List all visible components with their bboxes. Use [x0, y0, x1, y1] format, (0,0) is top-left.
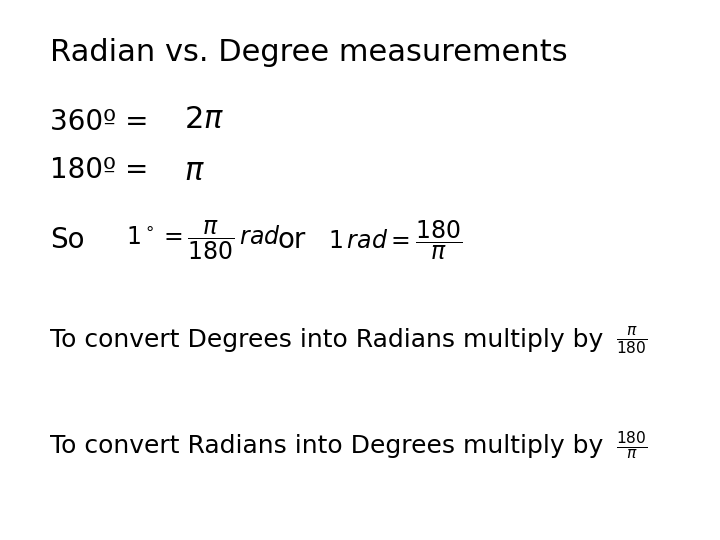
Text: To convert Degrees into Radians multiply by: To convert Degrees into Radians multiply… — [50, 328, 612, 352]
Text: $\frac{180}{\pi}$: $\frac{180}{\pi}$ — [616, 429, 647, 462]
Text: $1^\circ = \dfrac{\pi}{180}\,rad$: $1^\circ = \dfrac{\pi}{180}\,rad$ — [126, 219, 281, 262]
Text: $1\,rad = \dfrac{180}{\pi}$: $1\,rad = \dfrac{180}{\pi}$ — [328, 219, 462, 262]
Text: 360º =: 360º = — [50, 107, 158, 136]
Text: $\pi$: $\pi$ — [184, 157, 204, 186]
Text: So: So — [50, 226, 85, 254]
Text: To convert Radians into Degrees multiply by: To convert Radians into Degrees multiply… — [50, 434, 612, 457]
Text: or: or — [277, 226, 305, 254]
Text: Radian vs. Degree measurements: Radian vs. Degree measurements — [50, 38, 568, 67]
Text: 180º =: 180º = — [50, 156, 158, 184]
Text: $\frac{\pi}{180}$: $\frac{\pi}{180}$ — [616, 325, 647, 356]
Text: $2\pi$: $2\pi$ — [184, 105, 224, 134]
